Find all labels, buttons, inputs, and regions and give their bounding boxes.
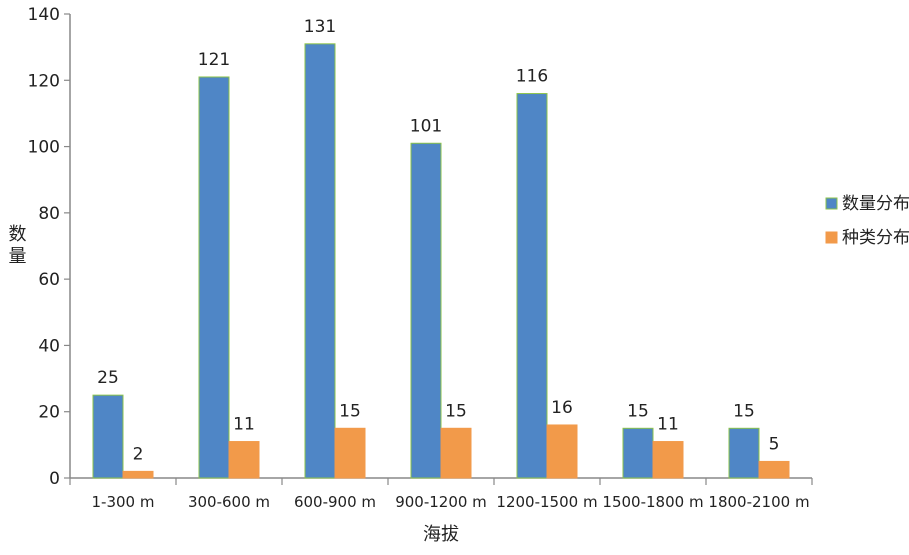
data-label: 116 bbox=[516, 67, 548, 87]
y-tick-label: 20 bbox=[38, 403, 60, 423]
bar-species bbox=[440, 427, 472, 479]
legend-swatch bbox=[825, 231, 838, 244]
y-tick-label: 100 bbox=[28, 138, 60, 158]
y-tick-label: 0 bbox=[49, 469, 60, 489]
data-label: 2 bbox=[133, 444, 144, 464]
data-label: 15 bbox=[733, 401, 755, 421]
bar-species bbox=[122, 470, 154, 479]
x-tick-label: 1500-1800 m bbox=[602, 493, 703, 511]
y-tick-label: 60 bbox=[38, 270, 60, 290]
bar-quantity bbox=[410, 142, 442, 479]
bar-quantity bbox=[92, 394, 124, 479]
bar-species bbox=[758, 460, 790, 479]
legend-label: 种类分布 bbox=[842, 228, 909, 248]
legend-label: 数量分布 bbox=[842, 194, 909, 214]
data-label: 11 bbox=[233, 415, 255, 435]
x-tick-label: 600-900 m bbox=[294, 493, 376, 511]
data-label: 15 bbox=[339, 401, 361, 421]
bar-quantity bbox=[304, 43, 336, 479]
data-label: 11 bbox=[657, 415, 679, 435]
bar-quantity bbox=[728, 427, 760, 479]
data-label: 25 bbox=[97, 368, 119, 388]
data-label: 5 bbox=[769, 434, 780, 454]
data-label: 101 bbox=[410, 116, 442, 136]
x-tick-label: 1200-1500 m bbox=[496, 493, 597, 511]
y-tick-label: 40 bbox=[38, 336, 60, 356]
data-label: 15 bbox=[627, 401, 649, 421]
x-axis-label: 海拔 bbox=[423, 524, 459, 545]
x-tick-label: 1-300 m bbox=[92, 493, 155, 511]
y-tick-label: 120 bbox=[28, 71, 60, 91]
data-label: 16 bbox=[551, 398, 573, 418]
data-labels: 25 121 131 101 116 15 15 2 11 15 15 16 11 5 bbox=[97, 17, 779, 465]
y-ticks: 0 20 40 60 80 100 120 140 bbox=[28, 5, 70, 489]
bar-species bbox=[652, 441, 684, 479]
x-tick-label: 300-600 m bbox=[188, 493, 270, 511]
data-label: 131 bbox=[304, 17, 336, 37]
data-label: 121 bbox=[198, 50, 230, 70]
x-tick-label: 900-1200 m bbox=[395, 493, 487, 511]
bar-species bbox=[334, 427, 366, 479]
bar-quantity bbox=[516, 93, 548, 479]
legend-swatch bbox=[825, 197, 838, 210]
bar-species bbox=[546, 424, 578, 479]
y-tick-label: 80 bbox=[38, 204, 60, 224]
bar-quantity bbox=[622, 427, 654, 479]
x-tick-label: 1800-2100 m bbox=[708, 493, 809, 511]
bar-quantity bbox=[198, 76, 230, 479]
y-tick-label: 140 bbox=[28, 5, 60, 25]
bar-species bbox=[228, 441, 260, 479]
data-label: 15 bbox=[445, 401, 467, 421]
x-tick-labels: 1-300 m 300-600 m 600-900 m 900-1200 m 1200-… bbox=[92, 493, 810, 511]
y-axis-label: 数量 bbox=[6, 224, 27, 268]
bars bbox=[92, 43, 790, 479]
